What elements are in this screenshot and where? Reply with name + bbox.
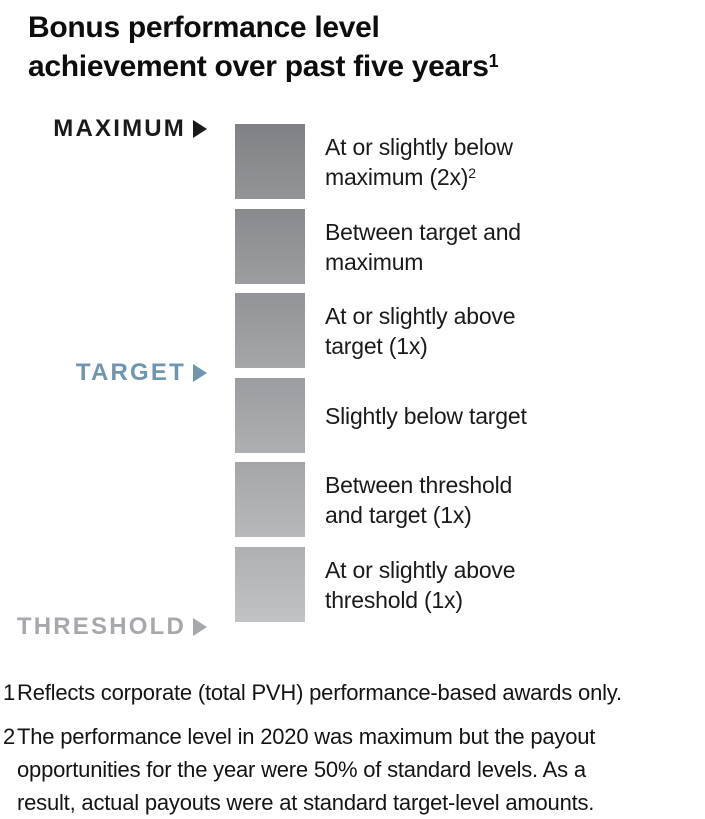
scale-marker-target-label: TARGET [75, 359, 186, 386]
level-description: At or slightly above target (1x) [325, 301, 516, 361]
level-description-line2: and target (1x) [325, 501, 472, 528]
level-description: At or slightly below maximum (2x)2 [325, 132, 513, 192]
level-description: Between target and maximum [325, 217, 521, 277]
level-description-line1: At or slightly above [325, 302, 516, 329]
footnote-number: 2 [3, 724, 16, 749]
level-description-line1: At or slightly above [325, 556, 516, 583]
level-swatch [235, 378, 305, 453]
legend-row: Between target and maximum [235, 209, 521, 284]
footnote-number: 1 [3, 680, 16, 705]
title-footnote-ref: 1 [488, 51, 499, 71]
level-description-line1: At or slightly below [325, 133, 513, 160]
level-description-line2: target (1x) [325, 332, 428, 359]
footnote-1: 1 Reflects corporate (total PVH) perform… [3, 676, 701, 709]
level-swatch [235, 293, 305, 368]
scale-marker-threshold: THRESHOLD [0, 613, 207, 641]
level-swatch [235, 547, 305, 622]
footnote-ref: 2 [468, 164, 476, 181]
legend-row: Slightly below target [235, 378, 527, 453]
footnote-2: 2 The performance level in 2020 was maxi… [3, 720, 701, 819]
right-arrow-icon [193, 618, 207, 636]
level-swatch [235, 462, 305, 537]
level-description-line2: maximum [325, 248, 424, 275]
legend-row: Between threshold and target (1x) [235, 462, 512, 537]
level-description: Slightly below target [325, 401, 527, 431]
level-description: Between threshold and target (1x) [325, 470, 512, 530]
legend-row: At or slightly above threshold (1x) [235, 547, 516, 622]
level-description-line2: maximum (2x)2 [325, 163, 476, 190]
level-description-line1: Between threshold [325, 471, 513, 498]
level-description-line1: Between target and [325, 218, 521, 245]
page-title-text: Bonus performance level achievement over… [28, 11, 489, 83]
level-description-line1: Slightly below target [325, 402, 527, 429]
level-description-line2: threshold (1x) [325, 586, 463, 613]
page-title: Bonus performance level achievement over… [28, 8, 499, 86]
level-description: At or slightly above threshold (1x) [325, 555, 516, 615]
level-swatch [235, 209, 305, 284]
legend-row: At or slightly above target (1x) [235, 293, 516, 368]
scale-marker-threshold-label: THRESHOLD [16, 613, 186, 640]
footnotes: 1 Reflects corporate (total PVH) perform… [3, 676, 701, 819]
right-arrow-icon [193, 364, 207, 382]
footnote-text: Reflects corporate (total PVH) performan… [17, 680, 622, 705]
level-swatch [235, 124, 305, 199]
legend-row: At or slightly below maximum (2x)2 [235, 124, 513, 199]
scale-marker-target: TARGET [0, 359, 207, 387]
footnote-text: The performance level in 2020 was maximu… [17, 724, 596, 815]
scale-marker-maximum: MAXIMUM [0, 115, 207, 143]
right-arrow-icon [193, 120, 207, 138]
scale-marker-maximum-label: MAXIMUM [53, 115, 186, 142]
